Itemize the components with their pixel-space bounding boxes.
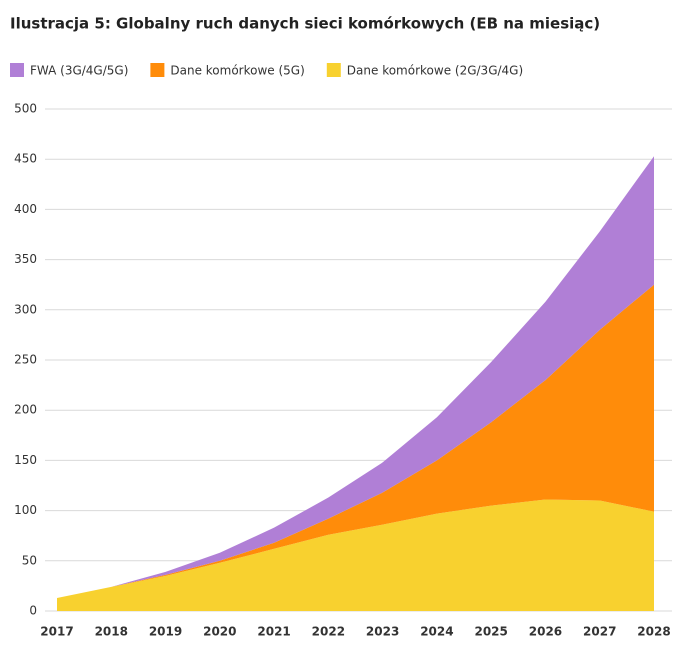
x-tick-label: 2017 — [40, 625, 73, 639]
y-tick-label: 400 — [14, 202, 37, 216]
y-tick-label: 250 — [14, 353, 37, 367]
y-tick-label: 350 — [14, 252, 37, 266]
area — [57, 284, 654, 598]
y-tick-label: 200 — [14, 403, 37, 417]
x-tick-label: 2022 — [312, 625, 345, 639]
area — [57, 156, 654, 598]
x-tick-label: 2027 — [583, 625, 616, 639]
x-tick-label: 2021 — [257, 625, 290, 639]
legend-label: Dane komórkowe (2G/3G/4G) — [347, 64, 523, 78]
legend-swatch — [10, 63, 24, 77]
x-tick-label: 2020 — [203, 625, 236, 639]
chart-title: Ilustracja 5: Globalny ruch danych sieci… — [10, 15, 600, 33]
legend-label: Dane komórkowe (5G) — [170, 64, 304, 78]
legend-swatch — [150, 63, 165, 77]
x-tick-label: 2024 — [420, 625, 453, 639]
y-tick-label: 100 — [14, 503, 37, 517]
x-tick-label: 2023 — [366, 625, 399, 639]
y-tick-label: 450 — [14, 152, 37, 166]
legend-swatch — [326, 63, 341, 77]
x-tick-label: 2018 — [95, 625, 128, 639]
y-tick-label: 150 — [14, 453, 37, 467]
legend-label: FWA (3G/4G/5G) — [30, 64, 128, 78]
area — [57, 499, 654, 611]
x-tick-label: 2028 — [637, 625, 670, 639]
x-tick-label: 2026 — [529, 625, 562, 639]
x-tick-label: 2019 — [149, 625, 182, 639]
x-tick-label: 2025 — [474, 625, 507, 639]
y-tick-label: 500 — [14, 102, 37, 116]
y-tick-label: 300 — [14, 302, 37, 316]
y-tick-label: 0 — [29, 604, 37, 618]
grid — [45, 108, 672, 612]
y-tick-label: 50 — [22, 553, 37, 567]
